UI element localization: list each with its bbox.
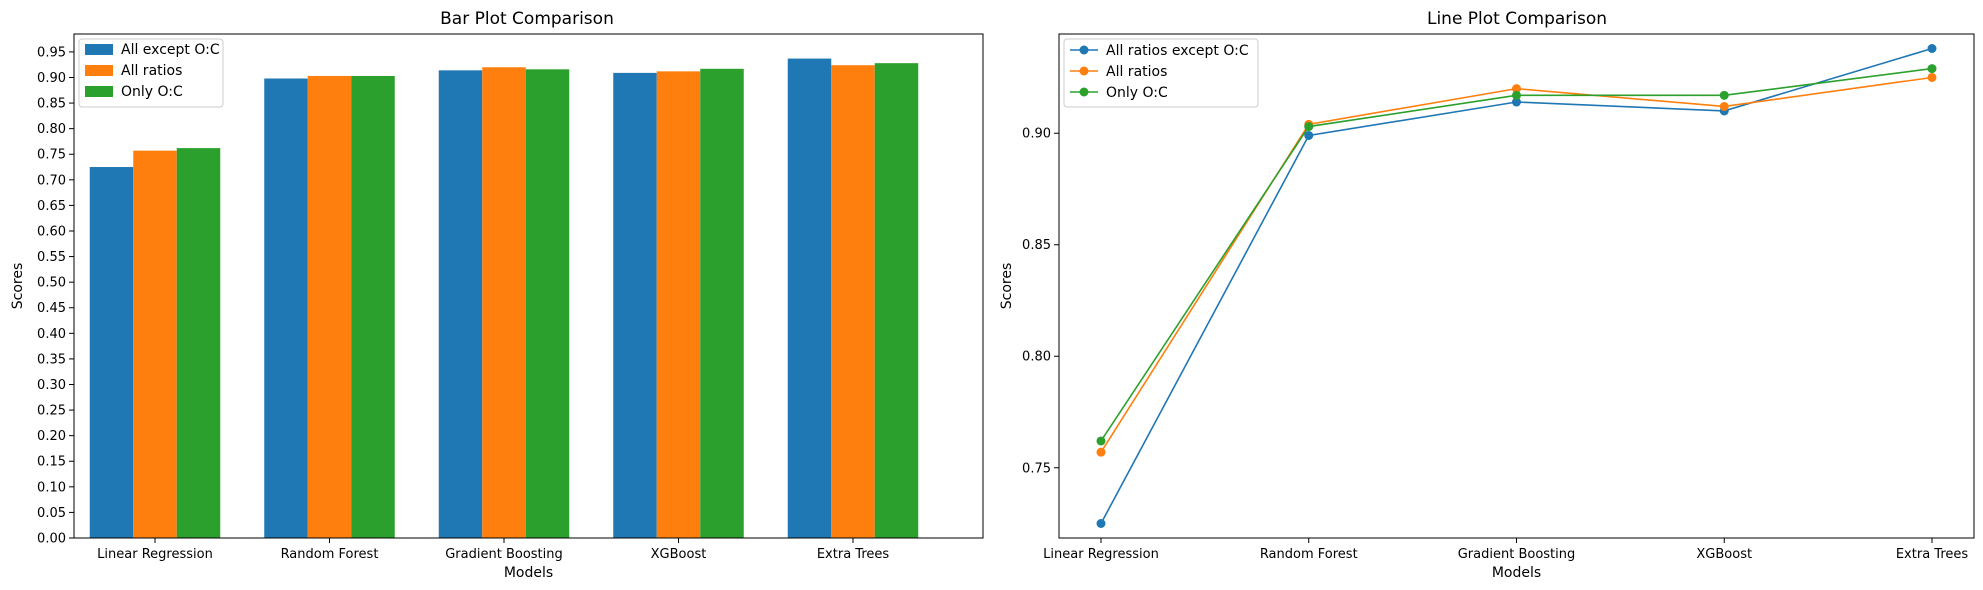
bar-all-ratios-random-forest [307, 75, 352, 538]
point-all-ratios-except-o-c-linear-regression [1096, 519, 1106, 529]
legend-label: Only O:C [121, 84, 183, 100]
legend-marker-all-ratios-except-o-c [1079, 45, 1089, 55]
point-only-o-c-xgboost [1719, 90, 1729, 100]
legend-marker-all-ratios [1079, 66, 1089, 76]
bar-all-except-o-c-xgboost [613, 72, 657, 539]
legend-label: All ratios except O:C [1106, 43, 1249, 59]
y-tick-label: 0.35 [37, 352, 66, 367]
line-chart-y-axis-label: Scores [999, 263, 1015, 310]
bar-chart-bars [89, 58, 919, 539]
y-tick-label: 0.25 [37, 404, 66, 419]
y-tick-label: 0.60 [37, 224, 66, 239]
line-chart-title: Line Plot Comparison [1427, 9, 1607, 29]
point-only-o-c-gradient-boosting [1512, 90, 1521, 100]
y-tick-label: 0.40 [37, 327, 66, 342]
legend-label: All ratios [121, 63, 182, 79]
point-only-o-c-random-forest [1304, 122, 1314, 132]
point-all-ratios-except-o-c-gradient-boosting [1512, 97, 1521, 107]
line-all-ratios-except-o-c [1100, 47, 1933, 524]
line-chart-series [1096, 43, 1937, 529]
x-tick-label: Random Forest [281, 547, 379, 562]
y-tick-label: 0.80 [37, 122, 66, 137]
legend-box [1063, 38, 1259, 108]
bar-only-o-c-xgboost [700, 68, 744, 538]
bar-chart-frame [73, 33, 984, 539]
line-chart-y-ticks: 0.75 0.80 0.85 0.90 [1022, 127, 1059, 476]
bar-chart-x-ticks: Linear Regression Random Forest Gradient B… [97, 538, 889, 562]
y-tick-label: 0.50 [37, 276, 66, 291]
x-tick-label: Linear Regression [97, 547, 213, 562]
y-tick-label: 0.75 [37, 148, 66, 163]
point-only-o-c-linear-regression [1096, 436, 1106, 446]
bar-only-o-c-extra-trees [874, 63, 919, 539]
bar-all-ratios-linear-regression [133, 150, 177, 538]
x-tick-label: Extra Trees [817, 547, 890, 562]
bar-chart-y-axis-label: Scores [10, 263, 26, 310]
x-tick-label: Linear Regression [1043, 547, 1159, 562]
y-tick-label: 0.80 [1022, 350, 1051, 365]
point-all-ratios-except-o-c-random-forest [1304, 130, 1314, 140]
point-only-o-c-extra-trees [1927, 64, 1937, 74]
bar-chart-legend: All except O:C All ratios Only O:C [78, 38, 224, 108]
y-tick-label: 0.65 [37, 199, 66, 214]
y-tick-label: 0.85 [37, 97, 66, 112]
legend-swatch-only-o-c [85, 86, 113, 97]
point-all-ratios-xgboost [1719, 101, 1729, 111]
y-tick-label: 0.90 [37, 71, 66, 86]
bar-only-o-c-linear-regression [176, 148, 221, 538]
legend-label: Only O:C [1106, 85, 1168, 101]
y-tick-label: 0.85 [1022, 238, 1051, 253]
bar-all-except-o-c-gradient-boosting [438, 70, 483, 539]
legend-swatch-all-ratios [85, 65, 113, 76]
x-tick-label: Gradient Boosting [445, 547, 563, 562]
y-tick-label: 0.75 [1022, 461, 1051, 476]
bar-only-o-c-random-forest [351, 75, 395, 538]
point-all-ratios-linear-regression [1096, 447, 1106, 457]
x-tick-label: XGBoost [1696, 547, 1752, 562]
bar-chart-y-ticks: 0.00 0.05 0.10 0.15 0.20 0.25 0.30 0.35 0.40 0.45… [37, 45, 74, 547]
line-chart-x-axis-label: Models [1492, 565, 1541, 581]
y-tick-label: 0.55 [37, 250, 66, 265]
y-tick-label: 0.45 [37, 301, 66, 316]
y-tick-label: 0.70 [37, 173, 66, 188]
bar-all-except-o-c-random-forest [264, 78, 308, 538]
x-tick-label: XGBoost [651, 547, 707, 562]
y-tick-label: 0.15 [37, 455, 66, 470]
line-chart-x-ticks: Linear Regression Random Forest Gradient B… [1043, 538, 1968, 562]
point-all-ratios-except-o-c-extra-trees [1927, 43, 1937, 53]
legend-label: All ratios [1106, 64, 1167, 80]
point-all-ratios-gradient-boosting [1512, 84, 1521, 94]
line-chart: Line Plot Comparison 0.75 0.80 0.85 0.90 Li… [999, 9, 1975, 581]
y-tick-label: 0.20 [37, 429, 66, 444]
bar-all-ratios-xgboost [656, 71, 701, 538]
bar-only-o-c-gradient-boosting [525, 69, 570, 539]
legend-swatch-all-except-o-c [85, 44, 113, 55]
point-all-ratios-extra-trees [1927, 72, 1937, 82]
line-all-ratios [1100, 76, 1933, 453]
y-tick-label: 0.90 [1022, 127, 1051, 142]
legend-box [78, 38, 224, 108]
line-chart-frame [1058, 33, 1975, 539]
x-tick-label: Gradient Boosting [1458, 547, 1576, 562]
y-tick-label: 0.00 [37, 532, 66, 547]
legend-marker-only-o-c [1079, 87, 1089, 97]
bar-all-except-o-c-linear-regression [89, 167, 134, 539]
y-tick-label: 0.30 [37, 378, 66, 393]
bar-chart-title: Bar Plot Comparison [440, 9, 614, 29]
y-tick-label: 0.95 [37, 45, 66, 60]
bar-all-ratios-gradient-boosting [482, 67, 526, 538]
line-chart-legend: All ratios except O:C All ratios Only O:C [1063, 38, 1259, 108]
bar-chart-x-axis-label: Models [504, 565, 553, 581]
y-tick-label: 0.10 [37, 480, 66, 495]
x-tick-label: Random Forest [1260, 547, 1358, 562]
bar-all-except-o-c-extra-trees [787, 58, 832, 539]
x-tick-label: Extra Trees [1896, 547, 1969, 562]
y-tick-label: 0.05 [37, 506, 66, 521]
legend-label: All except O:C [121, 42, 220, 58]
bar-chart: Bar Plot Comparison 0.00 0.05 0.10 0.15 0.20… [10, 9, 984, 581]
bar-all-ratios-extra-trees [831, 65, 875, 538]
